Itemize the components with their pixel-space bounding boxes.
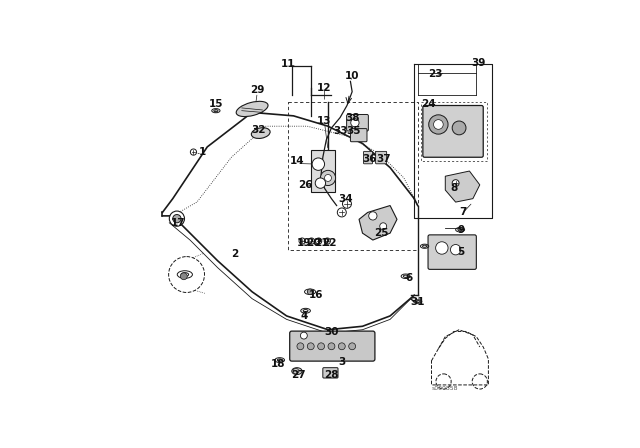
Text: 33: 33 xyxy=(333,126,348,136)
FancyBboxPatch shape xyxy=(323,368,338,378)
Circle shape xyxy=(316,238,322,244)
Text: 27: 27 xyxy=(291,370,306,379)
Text: 37: 37 xyxy=(376,154,390,164)
Text: 13: 13 xyxy=(317,116,332,126)
Text: 4: 4 xyxy=(300,311,308,321)
Circle shape xyxy=(180,273,188,280)
Ellipse shape xyxy=(236,101,268,116)
Text: 20: 20 xyxy=(307,238,321,249)
Text: 16: 16 xyxy=(308,290,323,300)
Text: 18: 18 xyxy=(271,359,285,369)
Circle shape xyxy=(300,332,307,339)
Polygon shape xyxy=(359,206,397,240)
Text: 14: 14 xyxy=(290,156,304,166)
Ellipse shape xyxy=(292,368,302,375)
FancyBboxPatch shape xyxy=(347,115,369,131)
Text: 5: 5 xyxy=(457,247,465,257)
Polygon shape xyxy=(311,151,335,192)
Text: 30: 30 xyxy=(324,327,339,337)
Text: 31: 31 xyxy=(410,297,425,307)
Circle shape xyxy=(337,208,346,217)
Text: 34: 34 xyxy=(338,194,353,204)
Text: 28: 28 xyxy=(324,370,339,379)
Circle shape xyxy=(312,158,324,170)
Text: 9: 9 xyxy=(457,225,465,235)
Circle shape xyxy=(307,343,314,350)
Circle shape xyxy=(316,178,326,188)
Text: 3: 3 xyxy=(338,358,346,367)
Text: 21: 21 xyxy=(314,238,328,249)
Circle shape xyxy=(349,343,356,350)
Polygon shape xyxy=(445,171,480,202)
Circle shape xyxy=(317,343,324,350)
FancyBboxPatch shape xyxy=(428,235,476,269)
Text: 29: 29 xyxy=(250,85,264,95)
Circle shape xyxy=(324,175,332,181)
Circle shape xyxy=(308,238,314,244)
Circle shape xyxy=(299,238,305,244)
Text: 23: 23 xyxy=(428,69,442,79)
Text: 8: 8 xyxy=(451,183,458,193)
Circle shape xyxy=(190,149,196,155)
Text: 17: 17 xyxy=(171,218,185,228)
Text: 25: 25 xyxy=(374,228,388,238)
Text: 7: 7 xyxy=(459,207,466,217)
Circle shape xyxy=(328,343,335,350)
Text: 39: 39 xyxy=(471,58,485,69)
Text: 19: 19 xyxy=(297,238,311,249)
Text: 22: 22 xyxy=(323,238,337,249)
Circle shape xyxy=(168,257,205,293)
Text: 32: 32 xyxy=(252,125,266,135)
Circle shape xyxy=(339,343,345,350)
Text: 1: 1 xyxy=(198,147,205,157)
FancyBboxPatch shape xyxy=(290,331,375,361)
FancyBboxPatch shape xyxy=(376,151,387,164)
Circle shape xyxy=(433,120,444,129)
Ellipse shape xyxy=(252,128,270,138)
Text: 26: 26 xyxy=(298,180,313,190)
Circle shape xyxy=(351,119,359,127)
Text: s000858: s000858 xyxy=(431,386,458,391)
Text: 35: 35 xyxy=(347,126,361,136)
Text: 36: 36 xyxy=(362,154,377,164)
Circle shape xyxy=(451,245,461,255)
Text: 24: 24 xyxy=(420,99,435,109)
Text: 38: 38 xyxy=(345,112,360,123)
Circle shape xyxy=(342,199,351,208)
FancyBboxPatch shape xyxy=(423,106,483,157)
Circle shape xyxy=(321,170,335,185)
FancyBboxPatch shape xyxy=(364,151,372,164)
Text: 15: 15 xyxy=(209,99,223,109)
Text: 2: 2 xyxy=(231,249,239,259)
Circle shape xyxy=(173,215,181,223)
Circle shape xyxy=(307,289,313,294)
FancyBboxPatch shape xyxy=(351,129,367,142)
Circle shape xyxy=(297,343,304,350)
Circle shape xyxy=(429,115,448,134)
Circle shape xyxy=(436,242,448,254)
Circle shape xyxy=(452,121,466,135)
Circle shape xyxy=(452,180,459,186)
Text: 11: 11 xyxy=(281,59,296,69)
Circle shape xyxy=(369,212,377,220)
Circle shape xyxy=(170,211,184,226)
Circle shape xyxy=(324,238,330,244)
Text: 6: 6 xyxy=(406,273,413,283)
Text: 10: 10 xyxy=(345,71,360,81)
Text: 12: 12 xyxy=(317,83,332,93)
Circle shape xyxy=(380,223,387,230)
